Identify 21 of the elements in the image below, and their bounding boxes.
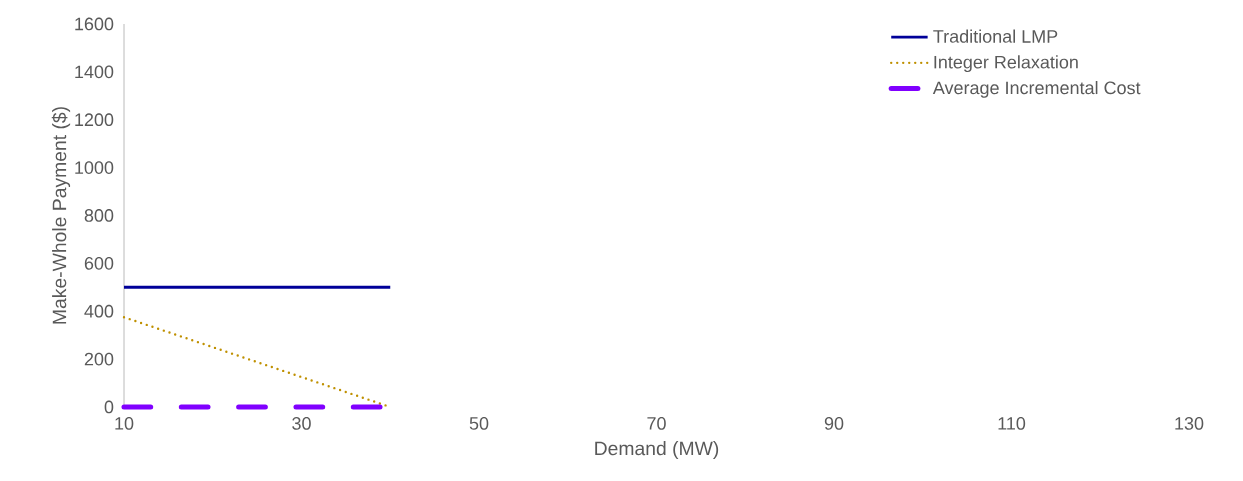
y-axis-title: Make-Whole Payment ($) (51, 107, 71, 324)
y-tick-label: 0 (104, 400, 114, 414)
x-tick-label: 110 (998, 417, 1026, 430)
x-tick-label: 30 (292, 417, 311, 430)
y-tick-label: 1600 (75, 17, 114, 31)
y-tick-label: 400 (84, 304, 114, 318)
y-tick-label: 600 (84, 256, 114, 270)
x-axis-title: Demand (MW) (595, 441, 719, 460)
x-tick-label: 10 (115, 417, 134, 430)
legend-label: Average Incremental Cost (932, 81, 1141, 98)
x-tick-label: 90 (824, 417, 844, 430)
legend-label: Traditional LMP (933, 29, 1058, 43)
y-tick-label: 1000 (75, 161, 114, 174)
x-tick-label: 130 (1175, 417, 1204, 430)
x-tick-label: 50 (469, 417, 489, 430)
y-tick-label: 1200 (75, 113, 114, 127)
legend-label: Integer Relaxation (934, 55, 1078, 73)
y-tick-label: 800 (84, 209, 114, 222)
x-tick-label: 70 (647, 417, 666, 430)
y-tick-label: 1400 (75, 65, 114, 79)
y-tick-label: 200 (84, 352, 114, 366)
